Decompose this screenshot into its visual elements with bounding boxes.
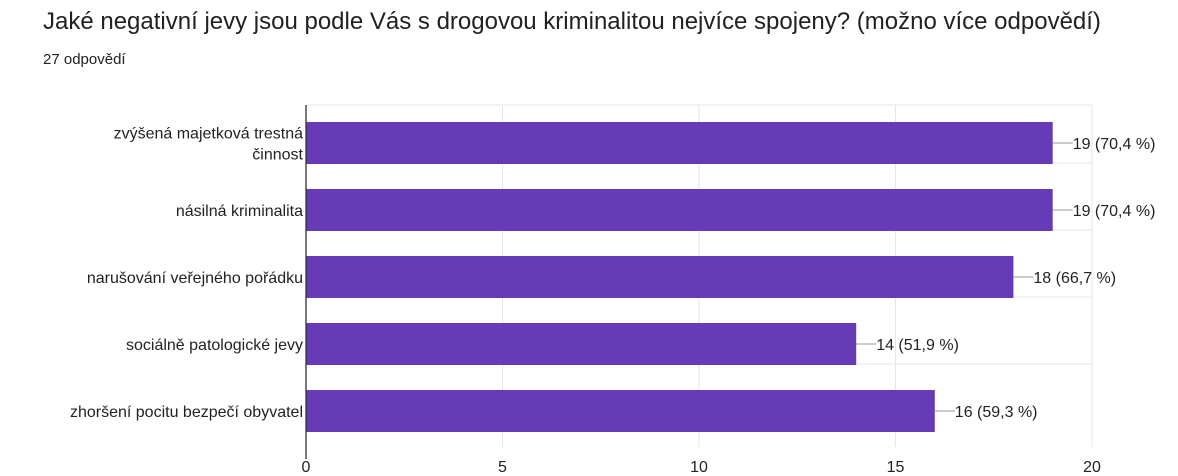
data-label: 16 (59,3 %) xyxy=(955,404,1038,421)
x-tick-label: 10 xyxy=(690,459,708,476)
x-tick-label: 5 xyxy=(498,459,507,476)
data-label: 19 (70,4 %) xyxy=(1073,203,1156,220)
x-tick-label: 0 xyxy=(302,459,311,476)
labels: 0 5 10 15 20 19 (70,4 %) zvýšená majetková tre… xyxy=(70,126,1155,476)
response-count: 27 odpovědí xyxy=(43,51,126,68)
bar[interactable] xyxy=(306,323,857,365)
bar[interactable] xyxy=(306,256,1014,298)
category-label: sociálně patologické jevy xyxy=(126,337,303,354)
chart-title: Jaké negativní jevy jsou podle Vás s dro… xyxy=(43,8,1101,35)
x-tick-label: 20 xyxy=(1083,459,1101,476)
bar[interactable] xyxy=(306,189,1053,231)
category-label: násilná kriminalita xyxy=(176,203,303,220)
x-tick-label: 15 xyxy=(887,459,905,476)
category-label: narušování veřejného pořádku xyxy=(87,270,303,287)
data-label: 18 (66,7 %) xyxy=(1033,270,1116,287)
category-label: zvýšená majetková trestná činnost xyxy=(114,126,304,164)
bar[interactable] xyxy=(306,390,935,432)
data-label: 19 (70,4 %) xyxy=(1073,136,1156,153)
data-label: 14 (51,9 %) xyxy=(876,337,959,354)
bar[interactable] xyxy=(306,122,1053,164)
category-label: zhoršení pocitu bezpečí obyvatel xyxy=(70,404,303,421)
bars xyxy=(306,122,1053,432)
